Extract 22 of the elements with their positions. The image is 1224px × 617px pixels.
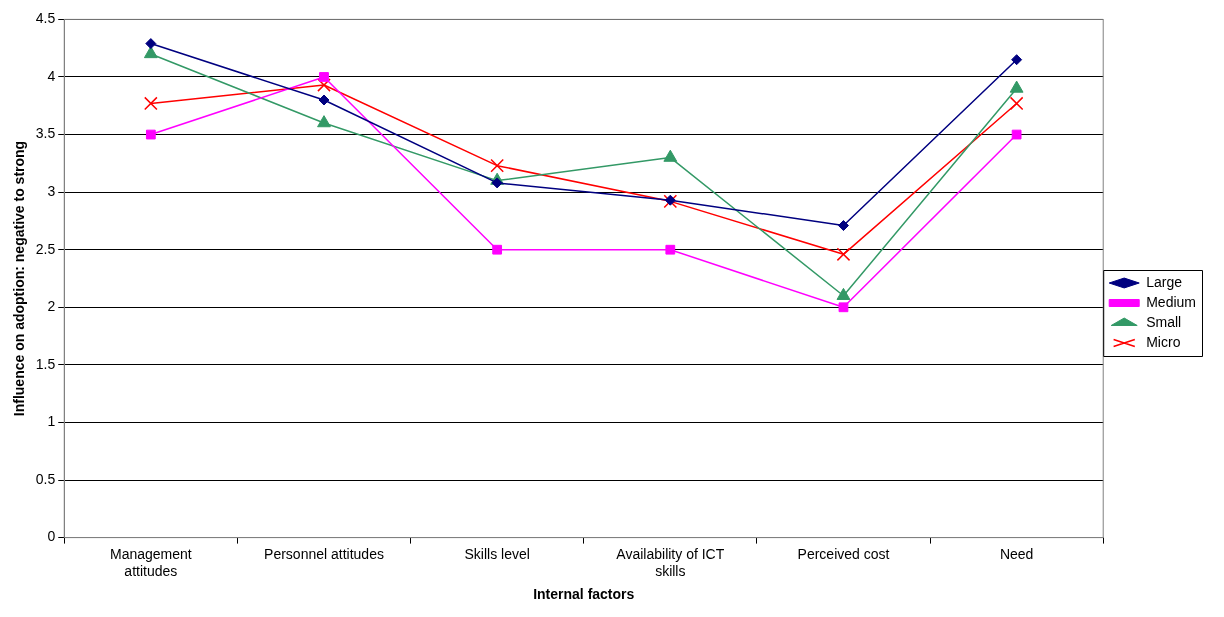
legend-label: Micro xyxy=(1146,333,1181,350)
x-tick-label: Availability of ICT skills xyxy=(616,545,725,579)
y-tick-label: 4 xyxy=(47,67,56,84)
y-tick-label: 1 xyxy=(47,413,56,430)
x-tick-label: Skills level xyxy=(464,545,530,562)
y-tick-label: 1.5 xyxy=(35,355,56,372)
x-tick-label: Need xyxy=(999,545,1034,562)
y-tick-label: 3.5 xyxy=(35,125,56,142)
y-tick-label: 3 xyxy=(47,182,56,199)
x-tick-label: Management attitudes xyxy=(109,545,192,579)
y-tick-label: 2 xyxy=(47,298,56,315)
y-axis-title: Influence on adoption: negative to strong xyxy=(11,140,28,417)
y-tick-label: 0.5 xyxy=(35,470,56,487)
y-tick-label: 2.5 xyxy=(35,240,56,257)
legend-label: Large xyxy=(1146,273,1183,290)
y-tick-label: 0 xyxy=(47,528,56,545)
legend-label: Small xyxy=(1146,313,1182,330)
y-tick-label: 4.5 xyxy=(35,10,56,27)
legend-label: Medium xyxy=(1146,293,1196,310)
x-tick-label: Perceived cost xyxy=(797,545,890,562)
x-tick-label: Personnel attitudes xyxy=(264,545,384,562)
x-axis-title: Internal factors xyxy=(533,586,635,603)
